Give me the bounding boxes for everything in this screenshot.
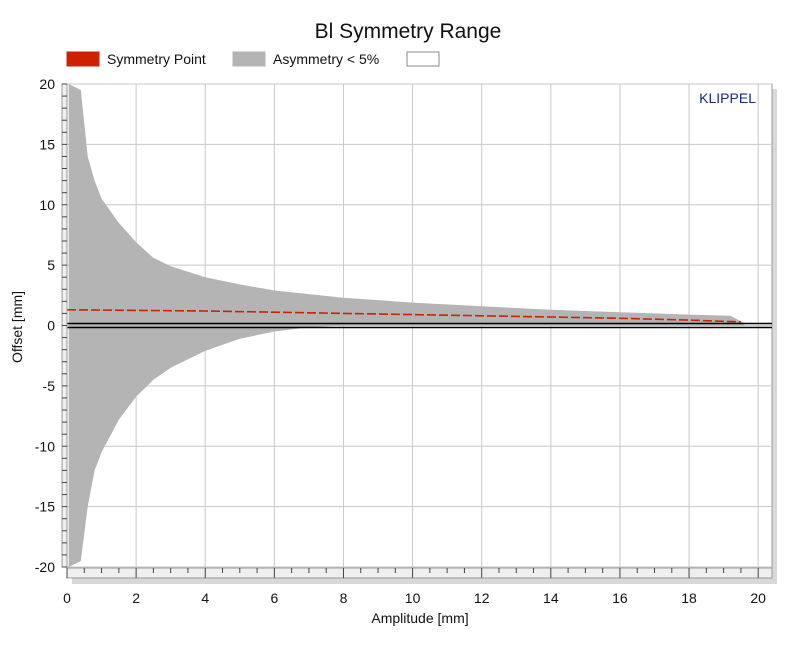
legend-swatch	[66, 51, 100, 67]
y-tick-label: 10	[39, 197, 55, 213]
axes-layer: 0 2 4 6 8 10 12 14 16 18 20 -20 -15 -10 -5 0 5 10 15 20	[35, 76, 773, 606]
y-tick-label: 15	[39, 136, 55, 152]
x-axis-label: Amplitude [mm]	[371, 610, 468, 626]
legend-item: Symmetry Point	[66, 51, 206, 67]
legend-label: Symmetry Point	[107, 51, 206, 67]
y-tick-label: 20	[39, 76, 55, 92]
legend-swatch	[232, 51, 266, 67]
x-tick-label: 6	[270, 590, 278, 606]
legend-item: Asymmetry < 5%	[232, 51, 379, 67]
legend-label: Asymmetry < 5%	[273, 51, 379, 67]
x-axis-ruler	[66, 567, 773, 579]
x-tick-label: 14	[543, 590, 559, 606]
y-tick-label: -10	[35, 438, 55, 454]
y-axis-label: Offset [mm]	[9, 291, 25, 363]
x-tick-label: 16	[612, 590, 628, 606]
series-band-asymmetry	[68, 84, 745, 567]
y-tick-label: 5	[47, 257, 55, 273]
x-tick-label: 18	[681, 590, 697, 606]
brand-label: KLIPPEL	[699, 90, 756, 106]
legend-item	[406, 51, 440, 67]
y-tick-label: -5	[43, 378, 56, 394]
legend: Symmetry Point Asymmetry < 5%	[66, 51, 440, 67]
series-line-symmetry-point	[66, 309, 741, 323]
x-tick-label: 12	[474, 590, 490, 606]
x-tick-label: 2	[132, 590, 140, 606]
x-tick-label: 10	[405, 590, 421, 606]
x-tick-label: 0	[63, 590, 71, 606]
y-tick-label: 0	[47, 318, 55, 334]
y-tick-label: -15	[35, 499, 55, 515]
legend-swatch	[406, 51, 440, 67]
x-tick-label: 4	[201, 590, 209, 606]
x-tick-label: 20	[750, 590, 766, 606]
x-tick-label: 8	[340, 590, 348, 606]
y-tick-label: -20	[35, 559, 55, 575]
series-layer	[66, 84, 745, 567]
chart-title: Bl Symmetry Range	[315, 20, 502, 43]
